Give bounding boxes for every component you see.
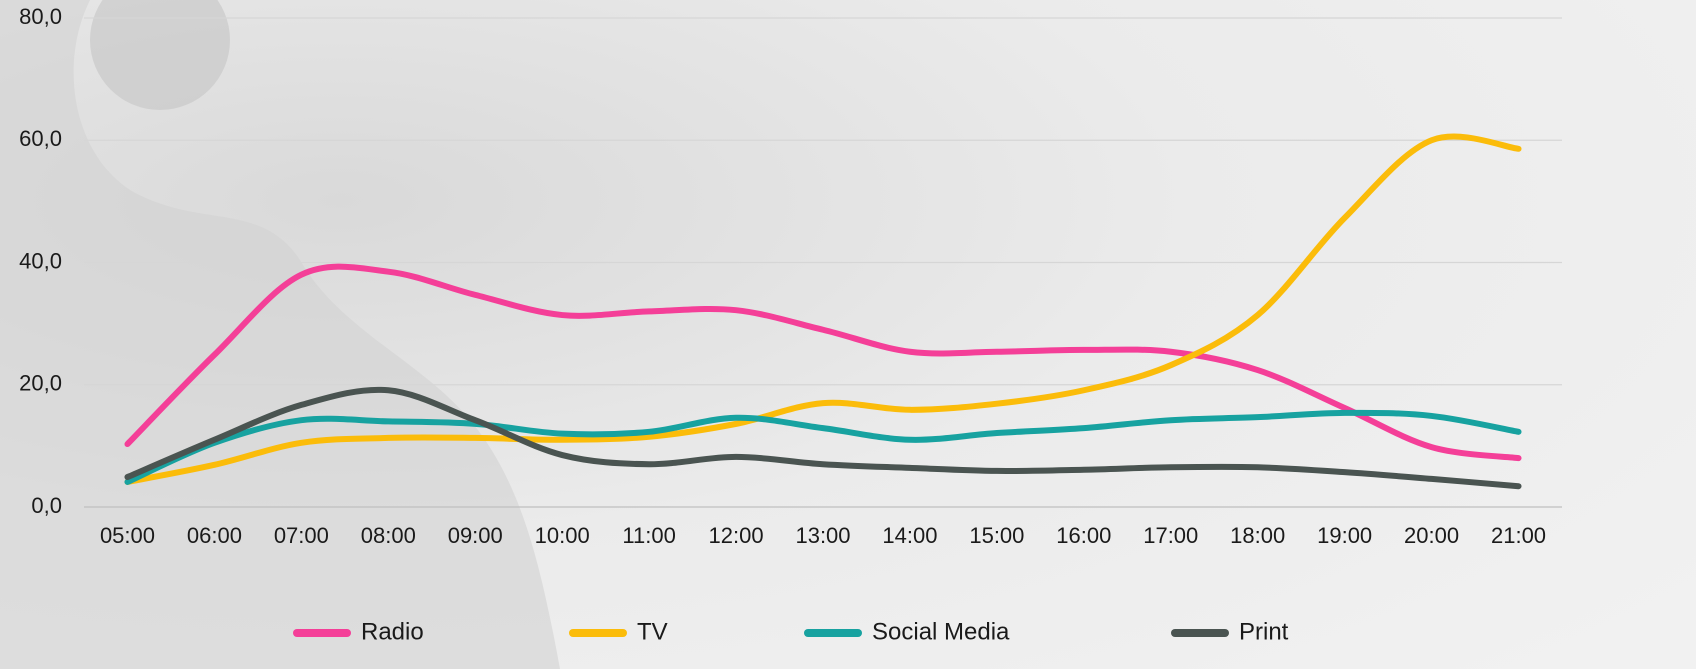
x-tick-label: 15:00 [969,523,1024,548]
legend-label: TV [637,618,668,645]
x-tick-label: 06:00 [187,523,242,548]
series-line [124,263,1522,462]
y-tick-label: 80,0 [19,4,62,29]
y-tick-label: 20,0 [19,371,62,396]
series-line [124,386,1522,490]
series-line [124,409,1522,485]
legend-label: Social Media [872,618,1010,645]
x-tick-label: 19:00 [1317,523,1372,548]
x-tick-label: 11:00 [622,523,675,548]
x-tick-label: 12:00 [709,523,764,548]
legend-label: Print [1239,618,1289,645]
x-tick-label: 20:00 [1404,523,1459,548]
series-line [124,133,1522,485]
background-figure [0,0,560,669]
x-tick-label: 08:00 [361,523,416,548]
x-tick-label: 16:00 [1056,523,1111,548]
x-tick-label: 18:00 [1230,523,1285,548]
x-tick-label: 13:00 [795,523,850,548]
x-tick-label: 17:00 [1143,523,1198,548]
legend-label: Radio [361,618,424,645]
y-tick-label: 40,0 [19,248,62,273]
y-tick-label: 60,0 [19,126,62,151]
background-headphone [90,0,230,110]
x-tick-label: 07:00 [274,523,329,548]
x-tick-label: 21:00 [1491,523,1546,548]
x-tick-label: 05:00 [100,523,155,548]
y-tick-label: 0,0 [31,493,62,518]
x-tick-label: 09:00 [448,523,503,548]
x-tick-label: 14:00 [882,523,937,548]
x-tick-label: 10:00 [535,523,590,548]
